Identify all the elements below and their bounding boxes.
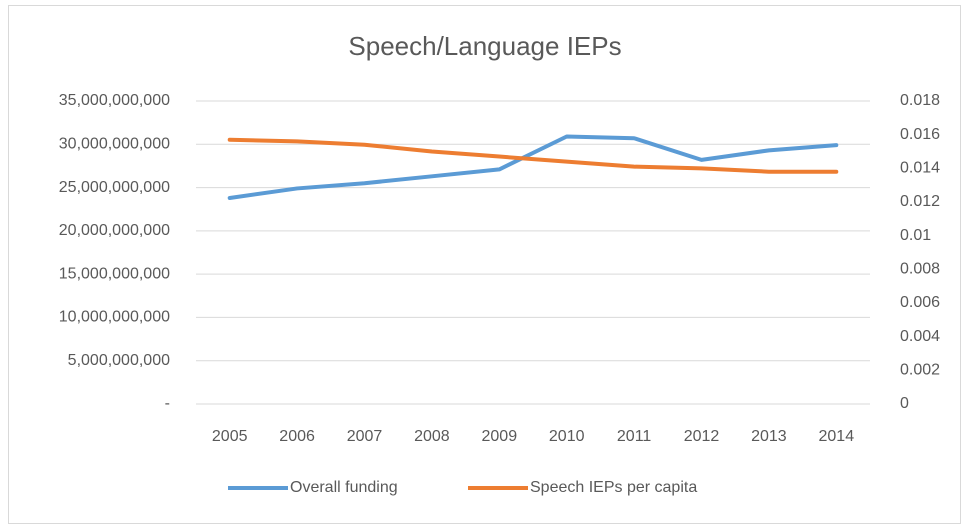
x-tick-label: 2013 — [751, 428, 787, 445]
y2-tick-label: 0.002 — [900, 362, 940, 379]
y-tick-label: 10,000,000,000 — [59, 309, 170, 326]
x-tick-label: 2011 — [617, 428, 652, 445]
y-tick-label: 25,000,000,000 — [59, 179, 170, 196]
y-tick-label: 30,000,000,000 — [59, 136, 170, 153]
x-tick-label: 2005 — [212, 428, 248, 445]
legend-label: Overall funding — [290, 479, 398, 496]
x-tick-label: 2007 — [347, 428, 383, 445]
y2-tick-label: 0.014 — [900, 160, 940, 177]
x-tick-label: 2009 — [482, 428, 518, 445]
legend-label: Speech IEPs per capita — [530, 479, 697, 496]
x-tick-label: 2012 — [684, 428, 720, 445]
y2-tick-label: 0 — [900, 395, 909, 412]
y2-tick-label: 0.01 — [900, 227, 931, 244]
y2-tick-label: 0.008 — [900, 261, 940, 278]
y2-tick-label: 0.016 — [900, 126, 940, 143]
chart-border — [8, 5, 961, 524]
y-tick-label: 5,000,000,000 — [68, 352, 170, 369]
y2-tick-label: 0.004 — [900, 328, 940, 345]
x-tick-label: 2014 — [819, 428, 855, 445]
x-tick-label: 2010 — [549, 428, 585, 445]
y2-tick-label: 0.006 — [900, 294, 940, 311]
x-tick-label: 2008 — [414, 428, 450, 445]
y2-tick-label: 0.018 — [900, 92, 940, 109]
y-tick-label: 35,000,000,000 — [59, 92, 170, 109]
y-tick-label: - — [165, 395, 170, 412]
chart-title: Speech/Language IEPs — [348, 31, 621, 61]
y2-tick-label: 0.012 — [900, 193, 940, 210]
series-line — [227, 134, 839, 200]
y-tick-label: 15,000,000,000 — [59, 265, 170, 282]
y-tick-label: 20,000,000,000 — [59, 222, 170, 239]
x-tick-label: 2006 — [279, 428, 315, 445]
series-line — [227, 137, 839, 174]
